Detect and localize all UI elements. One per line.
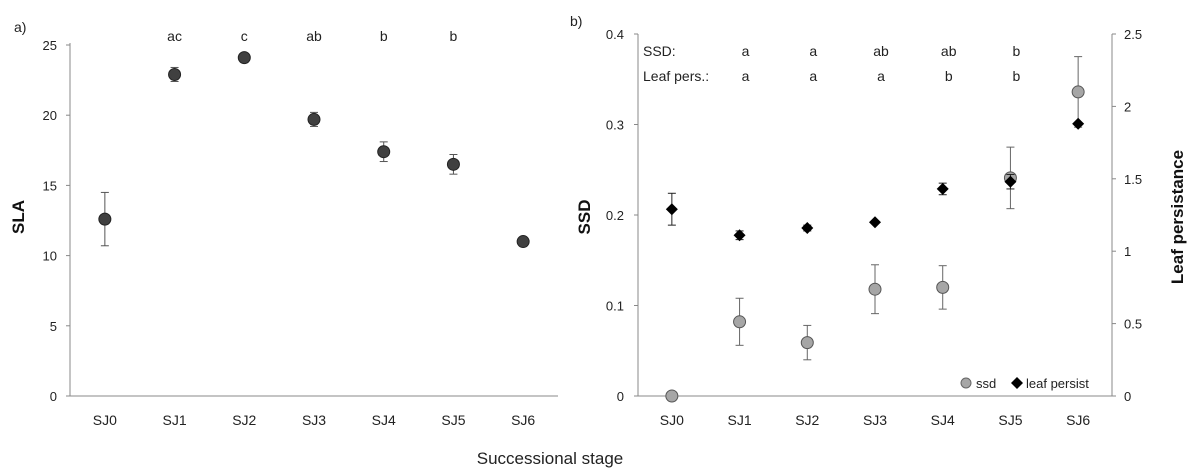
panel-b-y-tick-label: 0.4 — [606, 27, 624, 42]
panel-b-group-letter: a — [742, 68, 750, 84]
panel-b-y2-tick-label: 1.5 — [1124, 172, 1142, 187]
panel-a-point — [446, 157, 460, 171]
panel-b-x-tick-label: SJ5 — [998, 412, 1022, 428]
panel-b-group-letter: b — [945, 68, 953, 84]
panel-b-group-letter: ab — [873, 43, 889, 59]
panel-a-x-tick-label: SJ0 — [93, 412, 117, 428]
panel-b-leaf-point — [733, 229, 746, 242]
panel-b-x-tick-label: SJ3 — [863, 412, 887, 428]
panel-b-y2-tick-label: 0.5 — [1124, 317, 1142, 332]
panel-b-leaf-point — [801, 222, 814, 235]
panel-b-group-letter: a — [809, 68, 817, 84]
panel-a-label: a) — [14, 19, 26, 35]
panel-b-leaf-point — [936, 182, 949, 195]
legend-leaf-persist-label: leaf persist — [1026, 376, 1089, 391]
panel-a-x-tick-label: SJ5 — [441, 412, 465, 428]
panel-b-y2-tick-label: 2.5 — [1124, 27, 1142, 42]
panel-b-ssd-point — [868, 282, 882, 296]
panel-b-y2label: Leaf persistance — [1168, 150, 1187, 284]
panel-a-x-tick-label: SJ6 — [511, 412, 535, 428]
panel-b-y-tick-label: 0.3 — [606, 118, 624, 133]
panel-b-x-tick-label: SJ1 — [728, 412, 752, 428]
panel-b-group-letter: a — [877, 68, 885, 84]
panel-b-ylabel: SSD — [575, 200, 594, 235]
panel-a-group-letter: ac — [167, 28, 182, 44]
panel-b-label: b) — [570, 13, 582, 29]
panel-b-plot: 0 0.1 0.2 0.3 0.4 0 0.5 1 1.5 2 2.5 SJ0 SJ1 SJ2 SJ3 SJ4… — [606, 27, 1142, 428]
panel-a-group-letter: b — [450, 28, 458, 44]
panel-a-point — [168, 67, 182, 81]
panel-a-plot: 0 5 10 15 20 25 SJ0 SJ1 SJ2 SJ3 SJ4 SJ5 SJ6 ac c ab b b — [43, 28, 536, 428]
panel-b-ssd-point — [733, 315, 747, 329]
legend-leaf-persist-marker — [1011, 377, 1023, 389]
panel-b-y-tick-label: 0.2 — [606, 208, 624, 223]
panel-b-y2-tick-label: 0 — [1124, 389, 1131, 404]
panel-a-y-tick-label: 25 — [43, 38, 57, 53]
panel-b-leaf-point — [869, 216, 881, 229]
panel-b-letter-row-label: SSD: — [643, 43, 676, 59]
panel-b-group-letter: a — [742, 43, 750, 59]
panel-a-x-tick-label: SJ4 — [372, 412, 396, 428]
panel-b-group-letter: ab — [941, 43, 957, 59]
panel-b-leaf-point — [1072, 117, 1085, 130]
panel-a-group-letter: c — [241, 28, 248, 44]
panel-a-y-tick-label: 15 — [43, 178, 57, 193]
panel-a-x-tick-label: SJ1 — [163, 412, 187, 428]
panel-b-group-letter: b — [1013, 68, 1021, 84]
panel-b-ssd-point — [665, 389, 679, 403]
panel-b-ssd-point — [936, 280, 950, 294]
panel-b-y-tick-label: 0.1 — [606, 299, 624, 314]
panel-b-ssd-point — [1071, 85, 1085, 99]
panel-a-x-tick-label: SJ3 — [302, 412, 326, 428]
panel-b-y-tick-label: 0 — [617, 389, 624, 404]
panel-b-letter-row-label: Leaf pers.: — [643, 68, 709, 84]
panel-a-y-tick-label: 10 — [43, 249, 57, 264]
panel-b-legend: ssd leaf persist — [960, 376, 1089, 391]
panel-b-group-letter: b — [1013, 43, 1021, 59]
panel-b-x-tick-label: SJ4 — [931, 412, 955, 428]
panel-b-leaf-point — [1004, 175, 1017, 188]
panel-a-x-tick-label: SJ2 — [232, 412, 256, 428]
panel-a-point — [98, 212, 112, 226]
panel-b-x-tick-label: SJ6 — [1066, 412, 1090, 428]
panel-b-x-tick-label: SJ2 — [795, 412, 819, 428]
panel-b-leaf-point — [665, 203, 678, 216]
panel-a-y-tick-label: 5 — [50, 319, 57, 334]
panel-a-ylabel: SLA — [9, 200, 28, 234]
legend-ssd-label: ssd — [976, 376, 996, 391]
panel-b-y2-tick-label: 2 — [1124, 99, 1131, 114]
panel-a-group-letter: ab — [306, 28, 322, 44]
panel-a-point — [237, 51, 251, 65]
panel-b-ssd-point — [800, 336, 814, 350]
panel-b-y2-tick-label: 1 — [1124, 244, 1131, 259]
legend-ssd-marker — [960, 377, 972, 389]
panel-a-point — [307, 112, 321, 126]
panel-b-group-letter: a — [809, 43, 817, 59]
panel-b-x-tick-label: SJ0 — [660, 412, 684, 428]
panel-a-y-tick-label: 20 — [43, 108, 57, 123]
panel-a-group-letter: b — [380, 28, 388, 44]
panel-a-y-tick-label: 0 — [50, 389, 57, 404]
panel-a-point — [377, 145, 391, 159]
panel-a-point — [516, 235, 530, 249]
shared-xlabel: Successional stage — [477, 449, 623, 468]
